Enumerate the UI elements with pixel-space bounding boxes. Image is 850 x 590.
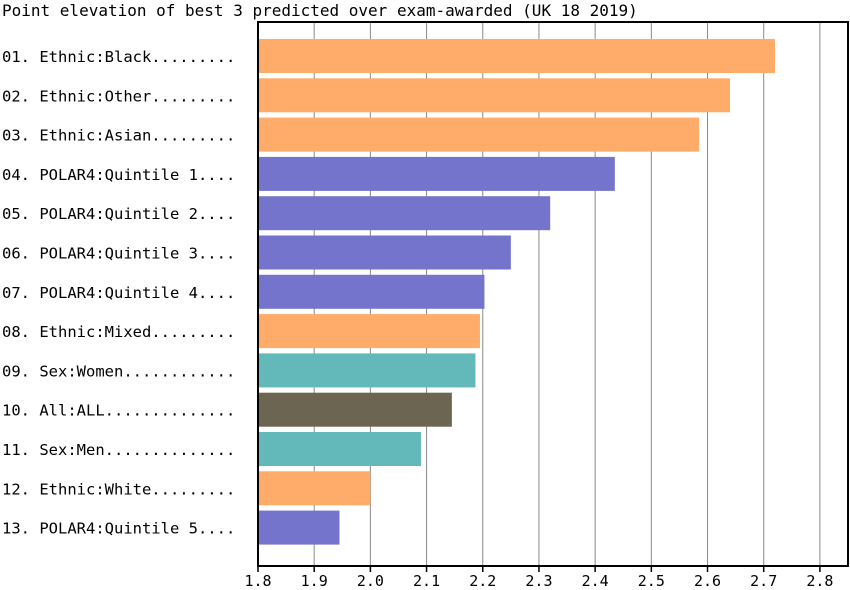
category-label: 05. POLAR4:Quintile 2....	[2, 205, 235, 223]
category-label: 13. POLAR4:Quintile 5....	[2, 520, 235, 538]
bar	[258, 471, 371, 506]
bar	[258, 432, 421, 466]
bar	[258, 510, 340, 545]
x-tick-label: 2.4	[582, 572, 609, 590]
x-tick-label: 2.2	[469, 572, 496, 590]
chart-title: Point elevation of best 3 predicted over…	[2, 1, 638, 20]
bar	[258, 274, 485, 309]
bar	[258, 235, 511, 270]
category-label: 06. POLAR4:Quintile 3....	[2, 245, 235, 263]
category-labels: 01. Ethnic:Black......... 02. Ethnic:Othe…	[2, 48, 235, 538]
bar	[258, 156, 615, 191]
bar	[258, 353, 476, 388]
x-tick-label: 2.3	[525, 572, 552, 590]
x-tick-label: 2.7	[750, 572, 777, 590]
bar	[258, 39, 775, 73]
bar	[258, 196, 551, 231]
bars	[258, 39, 775, 545]
category-label: 04. POLAR4:Quintile 1....	[2, 166, 235, 184]
x-tick-label: 1.8	[244, 572, 271, 590]
category-label: 12. Ethnic:White.........	[2, 480, 235, 498]
bar	[258, 392, 452, 427]
x-tick-label: 2.6	[694, 572, 721, 590]
x-tick-label: 2.5	[638, 572, 665, 590]
plot-frame	[257, 21, 849, 567]
category-label: 01. Ethnic:Black.........	[2, 48, 235, 66]
category-label: 09. Sex:Women............	[2, 362, 235, 380]
category-label: 03. Ethnic:Asian.........	[2, 127, 235, 145]
category-label: 11. Sex:Men..............	[2, 441, 235, 459]
x-tick-label: 2.1	[413, 572, 440, 590]
x-tick-label: 2.8	[806, 572, 833, 590]
x-tick-label: 2.0	[357, 572, 384, 590]
category-label: 07. POLAR4:Quintile 4....	[2, 284, 235, 302]
bar	[258, 78, 730, 113]
category-label: 02. Ethnic:Other.........	[2, 87, 235, 105]
category-label: 08. Ethnic:Mixed.........	[2, 323, 235, 341]
bar	[258, 314, 480, 349]
category-label: 10. All:ALL..............	[2, 402, 235, 420]
x-tick-label: 1.9	[301, 572, 328, 590]
bar	[258, 117, 700, 152]
x-axis-ticks: 1.8 1.9 2.0 2.1 2.2 2.3 2.4 2.5 2.6 2.7 2.8	[244, 566, 833, 590]
